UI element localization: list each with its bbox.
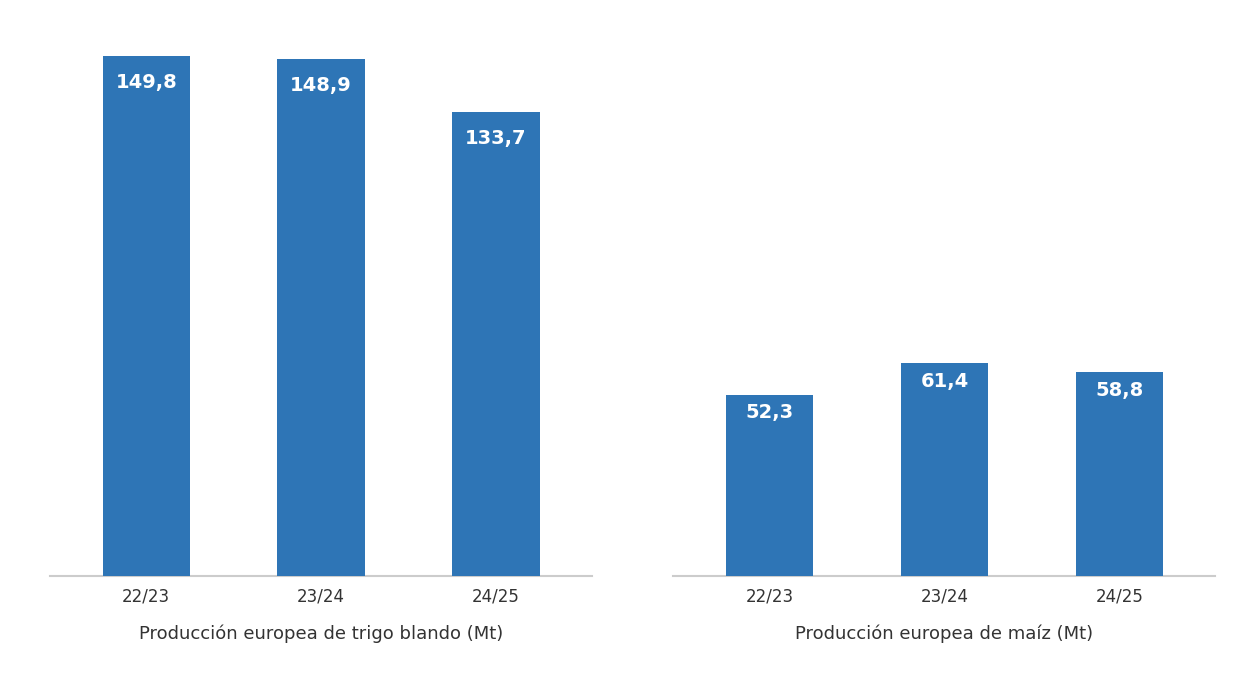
X-axis label: Producción europea de maíz (Mt): Producción europea de maíz (Mt) — [796, 625, 1094, 643]
Bar — [725, 395, 813, 576]
Text: 149,8: 149,8 — [115, 73, 177, 92]
Text: 133,7: 133,7 — [465, 129, 526, 148]
Text: 58,8: 58,8 — [1095, 380, 1144, 399]
Text: 52,3: 52,3 — [746, 403, 793, 422]
Bar — [103, 56, 190, 576]
X-axis label: Producción europea de trigo blando (Mt): Producción europea de trigo blando (Mt) — [139, 625, 504, 643]
Bar — [901, 363, 989, 576]
Bar — [452, 112, 540, 576]
Text: 61,4: 61,4 — [920, 372, 969, 391]
Bar — [1075, 372, 1163, 576]
Text: 148,9: 148,9 — [291, 77, 352, 96]
Bar — [277, 59, 365, 576]
